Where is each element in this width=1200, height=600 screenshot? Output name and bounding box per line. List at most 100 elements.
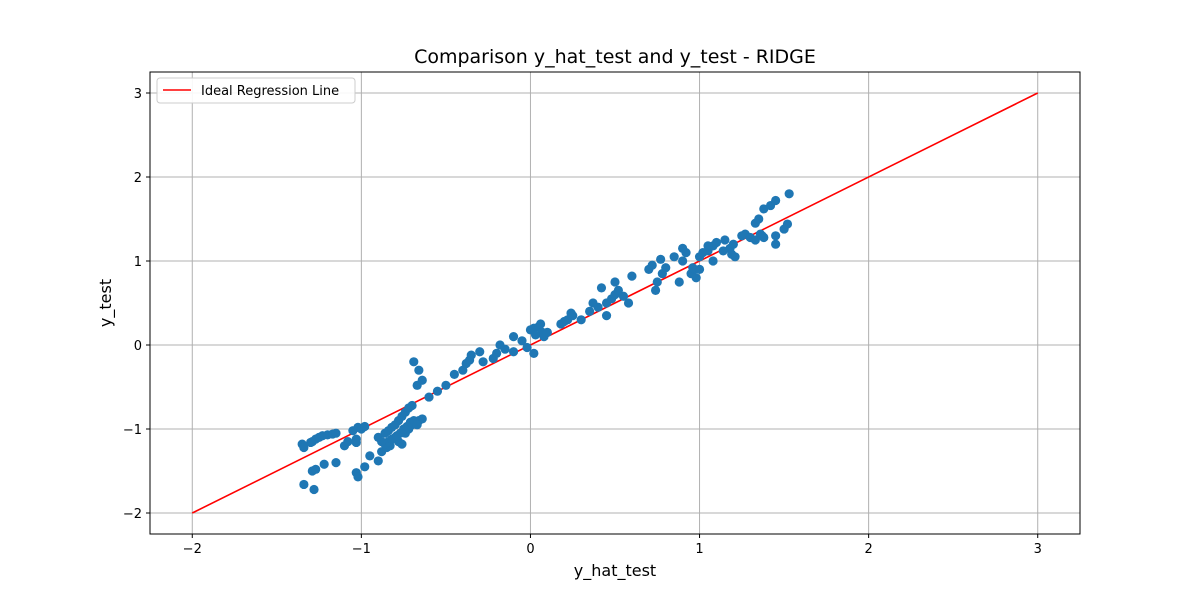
- y-tick-label: −2: [123, 507, 142, 522]
- data-point: [517, 336, 527, 346]
- data-point: [409, 357, 419, 367]
- data-point: [623, 298, 634, 308]
- data-point: [650, 285, 661, 295]
- data-point: [727, 249, 737, 259]
- data-point: [720, 235, 730, 245]
- data-point: [718, 246, 728, 256]
- data-point: [407, 400, 417, 411]
- data-point: [475, 347, 485, 357]
- data-point: [365, 451, 375, 461]
- data-point: [522, 342, 532, 353]
- data-point: [782, 219, 793, 229]
- data-point: [596, 283, 607, 293]
- x-tick-label: 0: [526, 542, 534, 557]
- data-point: [542, 327, 552, 337]
- data-point: [759, 232, 769, 243]
- y-tick-label: 3: [134, 87, 142, 102]
- x-tick-label: 2: [864, 542, 872, 557]
- x-tick-label: −2: [183, 542, 202, 557]
- data-point: [311, 464, 321, 474]
- data-point: [678, 243, 688, 253]
- data-point: [674, 277, 684, 287]
- data-point: [331, 458, 341, 468]
- y-axis-label: y_test: [96, 279, 116, 327]
- data-point: [754, 214, 764, 224]
- chart-title: Comparison y_hat_test and y_test - RIDGE: [414, 46, 816, 68]
- y-tick-label: 0: [134, 339, 142, 354]
- data-point: [559, 316, 569, 327]
- data-point: [466, 350, 476, 360]
- data-point: [678, 256, 688, 266]
- legend-box: [156, 77, 356, 104]
- data-point: [360, 462, 370, 472]
- grid: [150, 72, 1080, 534]
- ideal-regression-line: [191, 92, 1039, 514]
- data-point: [397, 439, 407, 449]
- data-point: [432, 386, 443, 396]
- data-point: [529, 348, 539, 358]
- data-point: [414, 365, 424, 375]
- x-tick-label: −1: [352, 542, 371, 557]
- data-point: [585, 306, 595, 316]
- data-point: [661, 263, 671, 273]
- data-point: [360, 421, 370, 432]
- data-point: [652, 277, 662, 287]
- data-point: [508, 347, 519, 357]
- ideal-regression-line-layer: [191, 92, 1039, 514]
- y-tick-label: 1: [134, 255, 142, 270]
- data-point: [299, 479, 309, 490]
- data-point: [299, 442, 309, 453]
- data-point: [771, 231, 781, 241]
- data-point: [478, 357, 488, 367]
- data-point: [618, 291, 629, 301]
- data-point: [588, 298, 598, 308]
- data-point: [784, 189, 794, 199]
- data-point: [495, 340, 505, 350]
- data-point: [412, 420, 422, 430]
- data-point: [351, 437, 361, 448]
- data-point: [703, 241, 713, 251]
- data-point: [601, 311, 612, 321]
- legend: Ideal Regression Line: [156, 77, 356, 104]
- x-axis-label: y_hat_test: [574, 561, 656, 581]
- y-tick-label: 2: [134, 171, 142, 186]
- data-point: [728, 239, 738, 249]
- data-point: [610, 277, 620, 287]
- y-tick-label: −1: [123, 423, 142, 438]
- data-point: [492, 348, 502, 358]
- plot-frame: [149, 71, 1081, 535]
- legend-label: Ideal Regression Line: [201, 84, 339, 99]
- data-point: [331, 428, 341, 438]
- x-tick-label: 3: [1034, 542, 1042, 557]
- data-point: [449, 369, 459, 379]
- data-point: [530, 330, 541, 340]
- data-point: [711, 237, 722, 248]
- data-point: [566, 308, 576, 318]
- data-point: [647, 260, 657, 270]
- data-point: [627, 271, 637, 281]
- data-point: [343, 437, 353, 447]
- data-point: [417, 375, 427, 385]
- data-point: [771, 195, 781, 206]
- data-point: [750, 235, 760, 245]
- data-points: [297, 189, 794, 495]
- data-point: [771, 239, 781, 249]
- data-point: [377, 437, 387, 447]
- data-point: [441, 380, 451, 390]
- data-point: [319, 459, 329, 469]
- data-point: [424, 392, 434, 402]
- data-point: [576, 315, 586, 325]
- data-point: [508, 332, 519, 342]
- data-point: [669, 252, 679, 262]
- data-point: [694, 264, 705, 274]
- data-point: [309, 484, 319, 495]
- data-point: [373, 456, 383, 466]
- data-point: [691, 273, 701, 283]
- data-point: [656, 254, 666, 264]
- data-point: [353, 472, 363, 482]
- x-tick-label: 1: [695, 542, 703, 557]
- axis-ticks: −2 −1 0 1 2 3 −2 −1 0 1 2 3: [123, 87, 1042, 557]
- data-point: [536, 319, 546, 329]
- data-point: [708, 256, 718, 266]
